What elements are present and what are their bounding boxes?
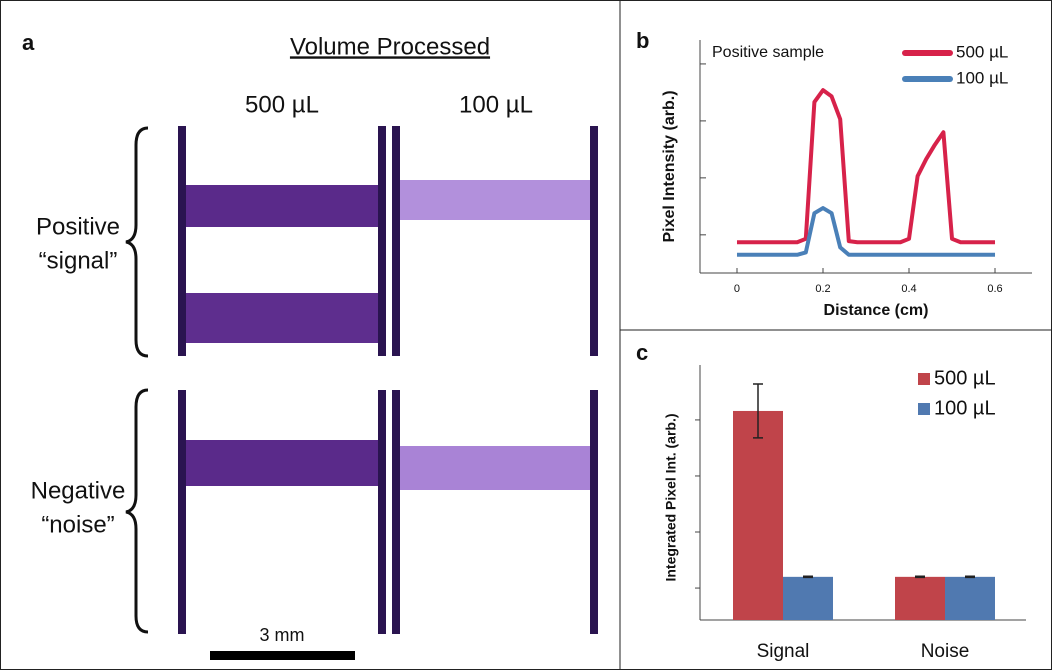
x-tick-label: 0.4 xyxy=(901,283,916,295)
legend-swatch xyxy=(918,403,930,415)
scale-label: 3 mm xyxy=(260,625,305,645)
column-label: 500 µL xyxy=(245,91,319,118)
bar xyxy=(783,576,833,620)
bar xyxy=(895,576,945,620)
bar xyxy=(945,576,995,620)
x-tick-label: Signal xyxy=(757,641,810,662)
legend-label: 500 µL xyxy=(934,367,996,389)
legend-label: 100 µL xyxy=(956,68,1008,87)
x-tick-label: 0.6 xyxy=(987,283,1002,295)
column-label: 100 µL xyxy=(459,91,533,118)
channel-wall xyxy=(392,126,400,356)
stain-band xyxy=(400,446,590,490)
channel-wall xyxy=(178,390,186,634)
bar xyxy=(733,410,783,620)
channel-wall xyxy=(178,126,186,356)
scale-bar xyxy=(210,651,355,660)
error-bar xyxy=(915,575,925,579)
legend-swatch xyxy=(918,373,930,385)
annotation: Positive sample xyxy=(712,44,824,61)
channel-wall xyxy=(590,390,598,634)
panel-label: a xyxy=(22,30,35,55)
channel-wall xyxy=(378,126,386,356)
panel-label: b xyxy=(636,28,649,53)
stain-band xyxy=(400,180,590,220)
legend-label: 500 µL xyxy=(956,42,1008,61)
stain-band xyxy=(186,440,378,486)
row-label: Negative xyxy=(31,477,126,504)
error-bar xyxy=(965,575,975,579)
row-label: Positive xyxy=(36,213,120,240)
y-axis-label: Pixel Intensity (arb.) xyxy=(661,90,678,242)
row-label: “signal” xyxy=(39,247,118,274)
stain-band xyxy=(186,293,378,343)
legend-label: 100 µL xyxy=(934,397,996,419)
error-bar xyxy=(803,575,813,579)
row-label: “noise” xyxy=(41,511,114,538)
channel-wall xyxy=(590,126,598,356)
x-axis-label: Distance (cm) xyxy=(824,302,929,319)
error-bar xyxy=(753,383,763,439)
panel-title: Volume Processed xyxy=(290,33,490,60)
stain-band xyxy=(186,185,378,227)
y-axis-label: Integrated Pixel Int. (arb.) xyxy=(663,413,679,581)
brace xyxy=(125,388,149,634)
micrograph xyxy=(178,126,598,634)
channel-wall xyxy=(378,390,386,634)
data-line xyxy=(736,206,996,257)
panel-label: c xyxy=(636,340,648,365)
x-tick-label: 0 xyxy=(734,283,740,295)
brace xyxy=(125,126,149,358)
channel-wall xyxy=(392,390,400,634)
x-tick-label: 0.2 xyxy=(815,283,830,295)
data-line xyxy=(736,88,996,245)
x-tick-label: Noise xyxy=(921,641,970,662)
